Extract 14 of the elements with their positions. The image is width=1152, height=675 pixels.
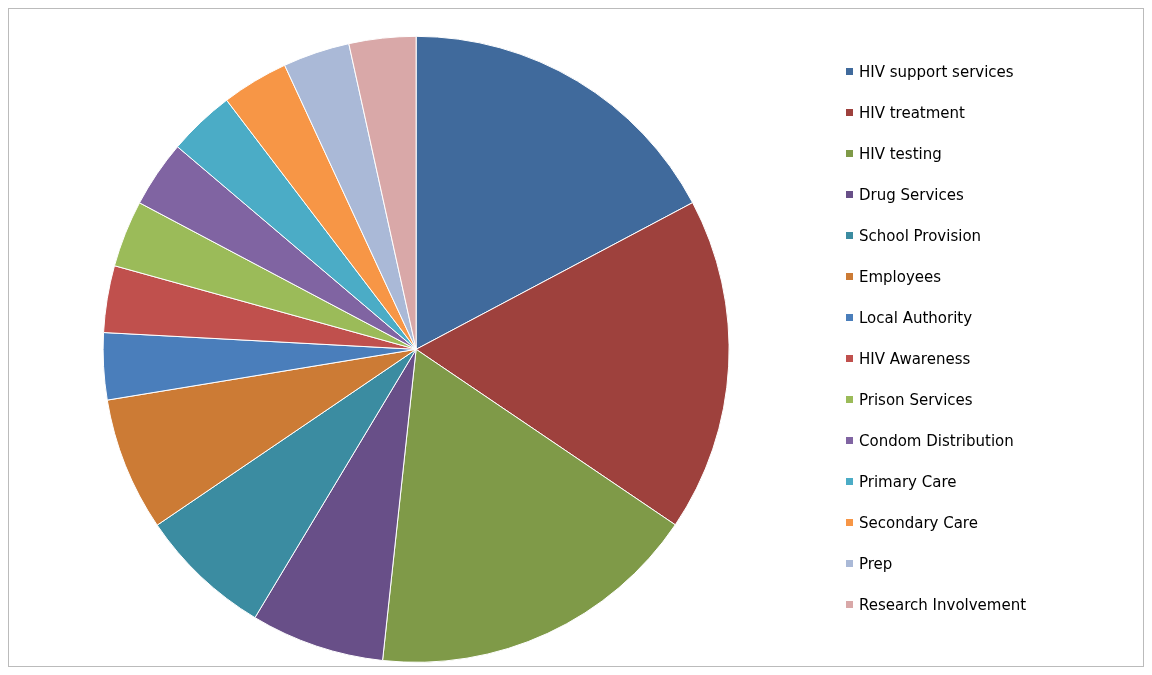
legend-label: Employees (859, 267, 942, 286)
legend-label: Local Authority (859, 308, 973, 327)
legend-label: Drug Services (859, 185, 964, 204)
legend-label: HIV Awareness (859, 349, 971, 368)
legend-label: Research Involvement (859, 595, 1027, 614)
legend-label: Prep (859, 554, 893, 573)
legend-label: HIV testing (859, 144, 942, 163)
legend-label: Prison Services (859, 390, 973, 409)
legend-label: Secondary Care (859, 513, 978, 532)
legend-label: HIV support services (859, 62, 1014, 81)
legend-label: Condom Distribution (859, 431, 1014, 450)
legend-label: School Provision (859, 226, 982, 245)
legend-label: HIV treatment (859, 103, 966, 122)
legend-label: Primary Care (859, 472, 957, 491)
